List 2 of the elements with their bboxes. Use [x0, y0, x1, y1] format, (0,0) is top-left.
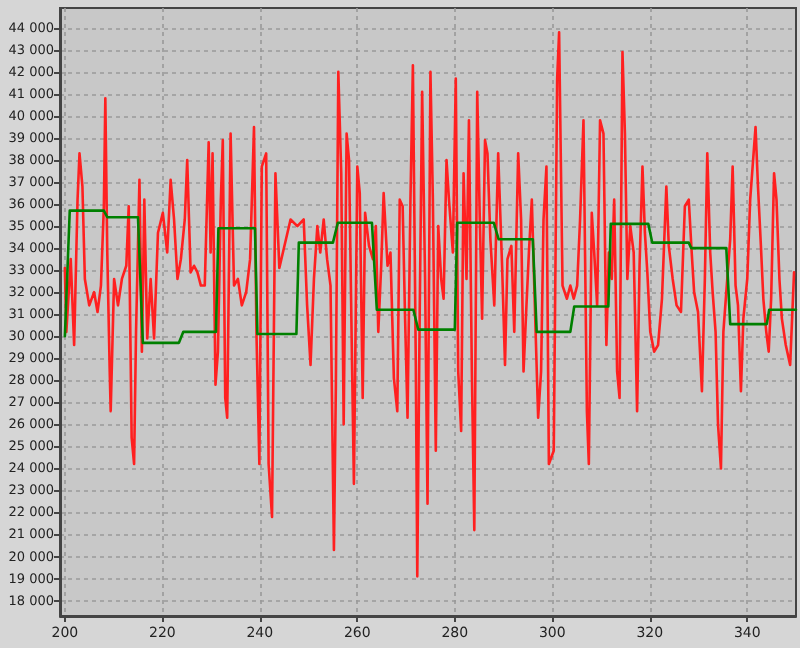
- line-series: [63, 30, 796, 578]
- line-series: [63, 209, 798, 345]
